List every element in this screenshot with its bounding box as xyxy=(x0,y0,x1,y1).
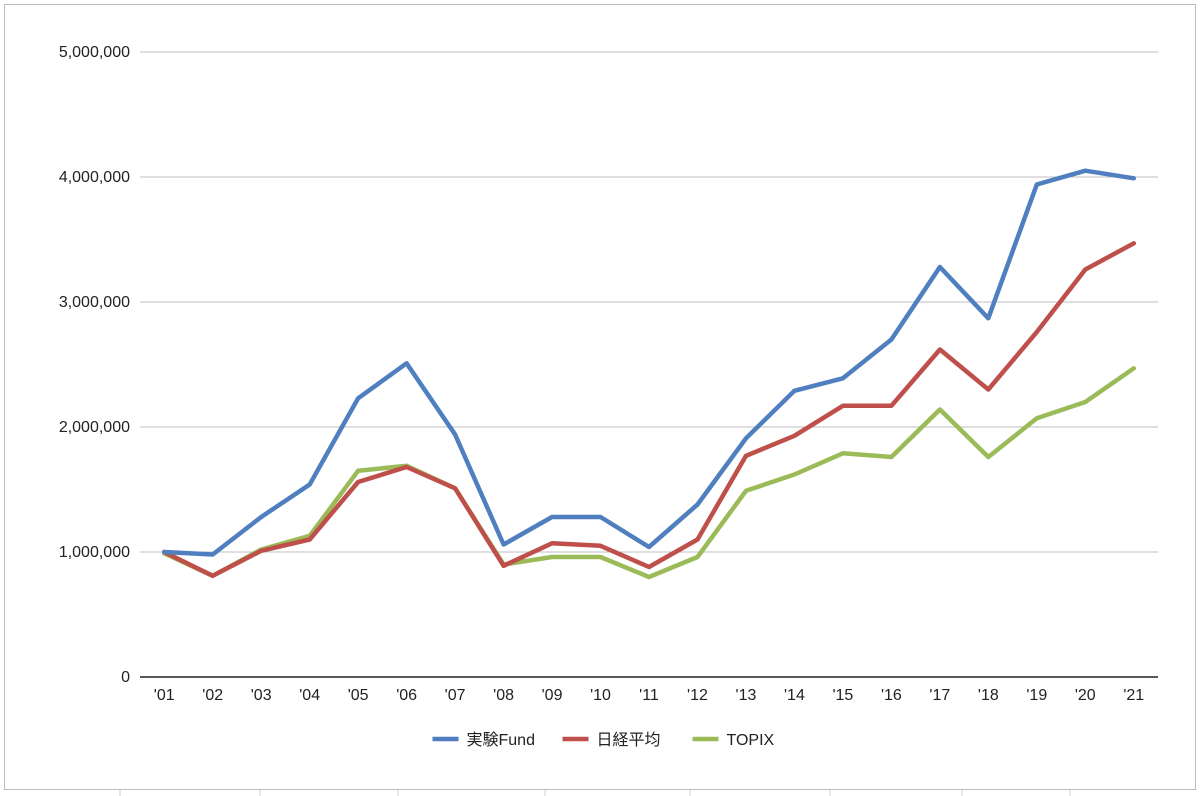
series-line-2[interactable] xyxy=(161,241,1137,579)
x-tick-label: '10 xyxy=(590,687,611,704)
legend-label: 日経平均 xyxy=(597,731,661,749)
x-axis: '01 '02 '03 '04 '05 '06 '07 '08 '09 '10 '11 '12 '13 '… xyxy=(140,676,1158,704)
legend: 実験Fund 日経平均 TOPIX xyxy=(432,731,775,749)
x-tick-label: '07 xyxy=(445,687,466,704)
sheet-gridlines xyxy=(119,790,1071,796)
x-tick-label: '20 xyxy=(1075,687,1096,704)
x-tick-label: '06 xyxy=(396,687,417,704)
x-tick-label: '04 xyxy=(299,687,320,704)
y-tick-label: 0 xyxy=(121,669,130,686)
series-line-1[interactable] xyxy=(161,168,1137,557)
legend-label: TOPIX xyxy=(727,732,775,749)
x-tick-label: '19 xyxy=(1026,687,1047,704)
y-tick-label: 2,000,000 xyxy=(59,419,130,436)
x-tick-label: '01 xyxy=(154,687,175,704)
chart-gridlines xyxy=(140,51,1158,553)
x-tick-label: '03 xyxy=(251,687,272,704)
x-tick-label: '18 xyxy=(978,687,999,704)
x-tick-label: '17 xyxy=(929,687,950,704)
series-lines xyxy=(161,168,1137,580)
x-tick-label: '09 xyxy=(542,687,563,704)
x-tick-label: '05 xyxy=(348,687,369,704)
y-tick-label: 3,000,000 xyxy=(59,294,130,311)
y-tick-label: 4,000,000 xyxy=(59,169,130,186)
legend-label: 実験Fund xyxy=(467,731,535,749)
x-tick-label: '15 xyxy=(832,687,853,704)
x-tick-label: '21 xyxy=(1123,687,1144,704)
x-tick-label: '02 xyxy=(202,687,223,704)
y-tick-label: 1,000,000 xyxy=(59,544,130,561)
y-tick-label: 5,000,000 xyxy=(59,44,130,61)
x-tick-label: '16 xyxy=(881,687,902,704)
x-tick-label: '14 xyxy=(784,687,805,704)
x-tick-label: '13 xyxy=(736,687,757,704)
x-tick-label: '08 xyxy=(493,687,514,704)
y-axis: 0 1,000,000 2,000,000 3,000,000 4,000,000 5,0… xyxy=(59,44,130,686)
x-tick-label: '11 xyxy=(639,687,659,704)
series-line-3[interactable] xyxy=(161,366,1137,580)
x-tick-label: '12 xyxy=(687,687,708,704)
chart-area[interactable] xyxy=(4,4,1196,790)
